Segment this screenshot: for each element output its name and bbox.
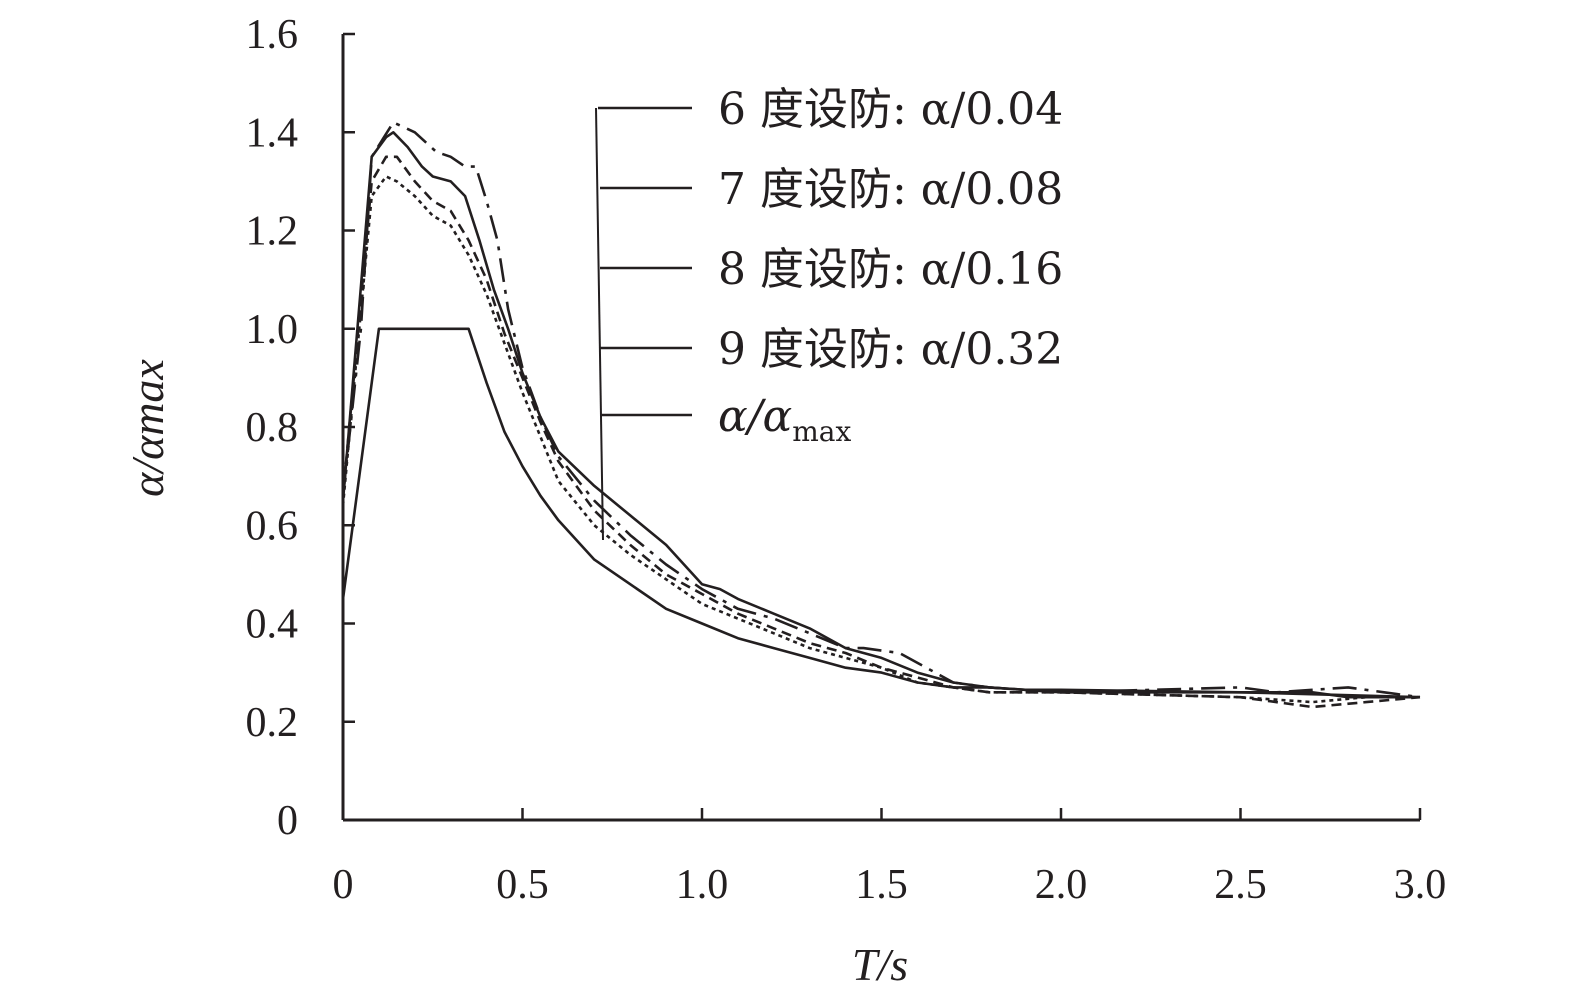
y-tick-label: 0.4 xyxy=(246,602,299,648)
legend-label: 6 度设防: α/0.04 xyxy=(718,84,1063,135)
y-axis-ticks: 0 0.2 0.4 0.6 0.8 1.0 1.2 1.4 1.6 xyxy=(246,12,355,844)
series-line-2 xyxy=(341,131,1420,699)
series-line-4 xyxy=(341,175,1420,704)
x-axis-ticks: 0 0.5 1.0 1.5 2.0 2.5 3.0 xyxy=(333,808,1447,908)
series-line-5 xyxy=(341,327,1421,699)
x-tick-label: 0.5 xyxy=(496,862,549,908)
x-tick-label: 3.0 xyxy=(1394,862,1447,908)
x-tick-label: 1.0 xyxy=(676,862,729,908)
y-tick-label: 0.8 xyxy=(246,405,299,451)
y-tick-label: 0.6 xyxy=(246,503,299,549)
x-tick-label: 1.5 xyxy=(855,862,908,908)
y-axis-title: α/αmax xyxy=(122,359,173,497)
legend-label: 7 度设防: α/0.08 xyxy=(718,164,1063,215)
legend-leader-line xyxy=(595,107,604,541)
legend-label: 9 度设防: α/0.32 xyxy=(718,324,1063,375)
y-tick-label: 0.2 xyxy=(246,700,299,746)
y-tick-label: 1.0 xyxy=(246,307,299,353)
y-tick-label: 1.4 xyxy=(246,110,299,156)
x-tick-label: 2.5 xyxy=(1214,862,1267,908)
legend: 6 度设防: α/0.04 7 度设防: α/0.08 8 度设防: α/0.16 9… xyxy=(595,84,1063,541)
y-tick-label: 1.6 xyxy=(246,12,299,58)
data-series-group xyxy=(341,121,1421,709)
legend-label: α/αmax xyxy=(718,391,851,448)
y-tick-label: 1.2 xyxy=(246,209,299,255)
y-tick-label: 0 xyxy=(277,798,298,844)
x-tick-label: 0 xyxy=(333,862,354,908)
x-axis-title: T/s xyxy=(852,939,908,990)
legend-label: 8 度设防: α/0.16 xyxy=(718,244,1063,295)
x-tick-label: 2.0 xyxy=(1035,862,1088,908)
